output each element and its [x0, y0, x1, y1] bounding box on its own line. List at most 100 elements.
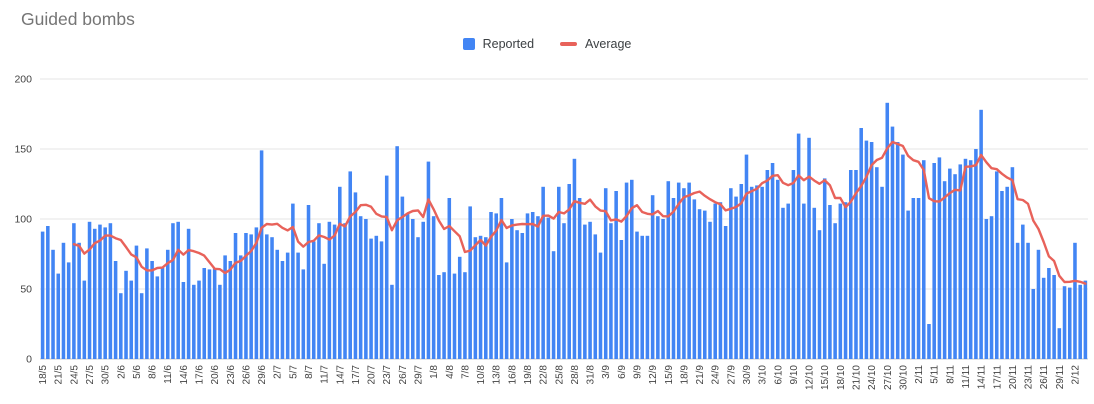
bar-reported[interactable] [968, 160, 973, 359]
bar-reported[interactable] [437, 275, 441, 359]
bar-reported[interactable] [218, 284, 222, 359]
bar-reported[interactable] [280, 261, 285, 359]
bar-reported[interactable] [536, 216, 540, 359]
bar-reported[interactable] [113, 261, 118, 359]
bar-reported[interactable] [238, 255, 243, 359]
bar-reported[interactable] [77, 242, 81, 359]
bar-reported[interactable] [145, 248, 149, 359]
bar-reported[interactable] [1052, 275, 1056, 359]
bar-reported[interactable] [296, 252, 300, 359]
bar-reported[interactable] [1062, 286, 1067, 359]
bar-reported[interactable] [869, 142, 874, 359]
bar-reported[interactable] [802, 203, 806, 359]
bar-reported[interactable] [390, 284, 394, 359]
bar-reported[interactable] [463, 272, 467, 359]
legend-item-reported[interactable]: Reported [462, 37, 534, 51]
bar-reported[interactable] [557, 186, 561, 359]
bar-reported[interactable] [119, 293, 123, 359]
bar-reported[interactable] [129, 280, 134, 359]
bar-reported[interactable] [254, 227, 259, 359]
bar-reported[interactable] [405, 213, 410, 359]
bar-reported[interactable] [994, 171, 999, 359]
bar-reported[interactable] [953, 174, 957, 359]
bar-reported[interactable] [791, 170, 796, 359]
bar-reported[interactable] [1000, 191, 1004, 359]
bar-reported[interactable] [510, 219, 514, 359]
bar-reported[interactable] [875, 167, 879, 359]
bar-reported[interactable] [718, 202, 723, 359]
bar-reported[interactable] [155, 276, 160, 359]
bar-reported[interactable] [916, 198, 921, 359]
bar-reported[interactable] [92, 228, 97, 359]
bar-reported[interactable] [551, 251, 556, 359]
bar-reported[interactable] [546, 217, 551, 359]
bar-reported[interactable] [796, 133, 801, 359]
bar-reported[interactable] [541, 186, 545, 359]
bar-reported[interactable] [848, 170, 853, 359]
bar-reported[interactable] [979, 109, 983, 359]
bar-reported[interactable] [46, 226, 50, 359]
bar-reported[interactable] [176, 221, 180, 359]
bar-reported[interactable] [478, 235, 483, 359]
bar-reported[interactable] [228, 261, 233, 359]
bar-reported[interactable] [87, 221, 92, 359]
bar-reported[interactable] [963, 158, 968, 359]
bar-reported[interactable] [734, 196, 738, 359]
bar-reported[interactable] [1036, 249, 1041, 359]
bar-reported[interactable] [395, 146, 399, 359]
bar-reported[interactable] [906, 210, 910, 359]
bar-reported[interactable] [431, 216, 436, 359]
bar-reported[interactable] [223, 255, 227, 359]
bar-reported[interactable] [588, 221, 592, 359]
bar-reported[interactable] [66, 262, 71, 359]
bar-reported[interactable] [421, 221, 425, 359]
bar-reported[interactable] [1073, 242, 1077, 359]
bar-reported[interactable] [1010, 167, 1015, 359]
bar-reported[interactable] [72, 223, 76, 359]
bar-reported[interactable] [171, 223, 175, 359]
bar-reported[interactable] [729, 188, 733, 359]
bar-reported[interactable] [291, 203, 295, 359]
bar-reported[interactable] [504, 262, 509, 359]
bar-reported[interactable] [682, 188, 686, 359]
bar-reported[interactable] [317, 223, 321, 359]
bar-reported[interactable] [942, 181, 947, 359]
bar-reported[interactable] [186, 228, 191, 359]
bar-reported[interactable] [885, 102, 890, 360]
bar-reported[interactable] [160, 268, 165, 359]
bar-reported[interactable] [1083, 280, 1088, 359]
bar-reported[interactable] [181, 282, 186, 359]
bar-reported[interactable] [645, 235, 650, 359]
bar-reported[interactable] [713, 203, 717, 359]
bar-reported[interactable] [165, 249, 170, 359]
bar-reported[interactable] [749, 186, 754, 359]
bar-reported[interactable] [358, 216, 363, 359]
bar-reported[interactable] [864, 140, 869, 359]
bar-reported[interactable] [901, 154, 905, 359]
bar-reported[interactable] [838, 203, 843, 359]
bar-reported[interactable] [1078, 284, 1082, 359]
bar-reported[interactable] [61, 242, 66, 359]
bar-reported[interactable] [233, 233, 238, 359]
bar-reported[interactable] [739, 184, 744, 359]
bar-reported[interactable] [192, 284, 196, 359]
bar-reported[interactable] [332, 224, 337, 359]
bar-reported[interactable] [244, 233, 248, 359]
bar-reported[interactable] [708, 221, 712, 359]
bar-reported[interactable] [567, 184, 571, 359]
bar-reported[interactable] [348, 171, 353, 359]
bar-reported[interactable] [400, 196, 405, 359]
bar-reported[interactable] [202, 268, 207, 359]
bar-reported[interactable] [150, 261, 154, 359]
bar-reported[interactable] [499, 198, 504, 359]
bar-reported[interactable] [353, 192, 358, 359]
bar-reported[interactable] [583, 224, 587, 359]
bar-reported[interactable] [124, 270, 128, 359]
bar-reported[interactable] [98, 224, 102, 359]
bar-reported[interactable] [484, 237, 488, 359]
bar-reported[interactable] [364, 219, 368, 359]
bar-reported[interactable] [306, 205, 311, 359]
bar-reported[interactable] [776, 179, 780, 359]
bar-reported[interactable] [828, 205, 832, 359]
bar-reported[interactable] [108, 223, 113, 359]
